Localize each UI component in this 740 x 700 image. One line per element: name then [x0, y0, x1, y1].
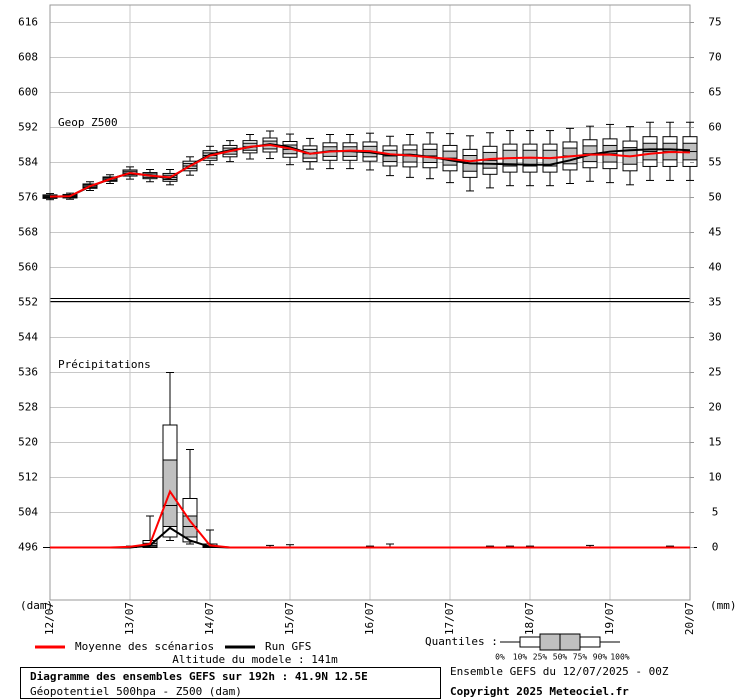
- quantile-legend: 0% 10% 25% 50% 75% 90% 100%: [495, 653, 630, 662]
- y-tick-label: 576: [18, 191, 38, 204]
- y2-tick-label: 35: [708, 296, 721, 309]
- chart-subtitle: Géopotentiel 500hpa - Z500 (dam): [30, 685, 242, 698]
- x-tick-label: 20/07: [683, 602, 696, 635]
- x-tick-label: 17/07: [443, 602, 456, 635]
- y-tick-label: 496: [18, 541, 38, 554]
- x-tick-label: 18/07: [523, 602, 536, 635]
- quantile-name: 50%: [553, 653, 568, 662]
- y-tick-label: 608: [18, 51, 38, 64]
- y2-axis-label: (mm): [710, 599, 737, 612]
- quantile-name: 25%: [533, 653, 548, 662]
- box: [642, 121, 658, 181]
- marks: [42, 121, 698, 549]
- y-tick-label: 616: [18, 16, 38, 29]
- y-tick-label: 528: [18, 401, 38, 414]
- chart-title: Diagramme des ensembles GEFS sur 192h : …: [30, 670, 368, 683]
- quantile-glyph: [500, 633, 620, 651]
- x-tick-label: 14/07: [203, 602, 216, 635]
- y2-tick-label: 65: [708, 86, 721, 99]
- x-tick-label: 16/07: [363, 602, 376, 635]
- quantile-name: 75%: [573, 653, 588, 662]
- y-tick-label: 536: [18, 366, 38, 379]
- mean-line: [50, 489, 690, 549]
- y-tick-label: 568: [18, 226, 38, 239]
- y-tick-label: 600: [18, 86, 38, 99]
- y2-tick-label: 60: [708, 121, 721, 134]
- y2-tick-label: 50: [708, 191, 721, 204]
- box: [162, 372, 178, 541]
- y-tick-label: 520: [18, 436, 38, 449]
- y2-tick-label: 0: [712, 541, 719, 554]
- quantile-name: 100%: [610, 653, 629, 662]
- y2-tick-label: 30: [708, 331, 721, 344]
- y-tick-label: 512: [18, 471, 38, 484]
- quantile-name: 10%: [513, 653, 528, 662]
- panel-label: Geop Z500: [58, 116, 118, 129]
- y2-tick-label: 15: [708, 436, 721, 449]
- run-info: Ensemble GEFS du 12/07/2025 - 00Z: [450, 665, 669, 678]
- y2-tick-label: 55: [708, 156, 721, 169]
- altitude: Altitude du modele : 141m: [172, 653, 338, 666]
- y-tick-label: 592: [18, 121, 38, 134]
- y2-tick-label: 75: [708, 16, 721, 29]
- y2-tick-label: 45: [708, 226, 721, 239]
- mean-line: [49, 143, 691, 198]
- grid: [49, 5, 691, 600]
- legend-label: Run GFS: [265, 640, 311, 653]
- y-tick-label: 560: [18, 261, 38, 274]
- x-tick-label: 13/07: [123, 602, 136, 635]
- y-tick-label: 552: [18, 296, 38, 309]
- box: [422, 132, 438, 180]
- y2-tick-label: 5: [712, 506, 719, 519]
- y2-tick-label: 25: [708, 366, 721, 379]
- panel-label: Précipitations: [58, 358, 151, 371]
- quantiles-label: Quantiles :: [425, 635, 498, 648]
- y2-tick-label: 20: [708, 401, 721, 414]
- quantile-name: 0%: [495, 653, 505, 662]
- y-tick-label: 504: [18, 506, 38, 519]
- y2-tick-label: 70: [708, 51, 721, 64]
- box: [582, 125, 598, 182]
- x-tick-label: 12/07: [43, 602, 56, 635]
- x-tick-label: 15/07: [283, 602, 296, 635]
- legend-label: Moyenne des scénarios: [75, 640, 214, 653]
- title-box: [20, 667, 441, 699]
- y2-tick-label: 10: [708, 471, 721, 484]
- y2-tick-label: 40: [708, 261, 721, 274]
- y-tick-label: 584: [18, 156, 38, 169]
- y-tick-label: 544: [18, 331, 38, 344]
- quantile-name: 90%: [593, 653, 608, 662]
- y-axis-label: (dam): [20, 599, 53, 612]
- x-tick-label: 19/07: [603, 602, 616, 635]
- copyright: Copyright 2025 Meteociel.fr: [450, 685, 629, 698]
